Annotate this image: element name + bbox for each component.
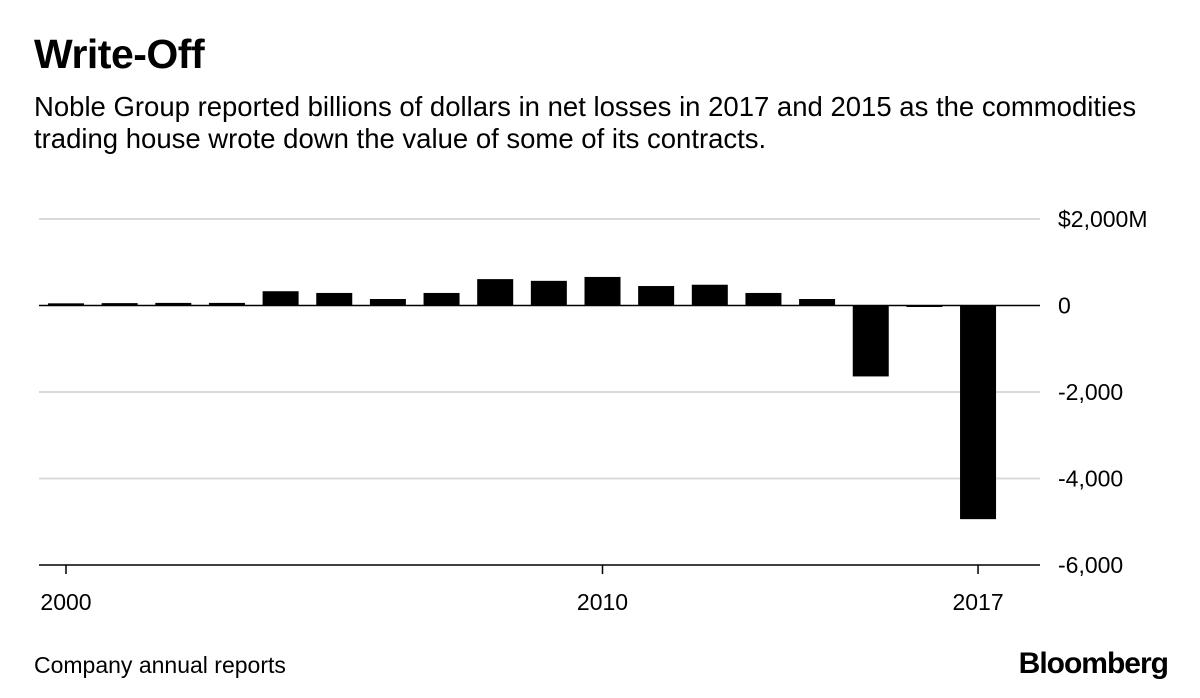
y-tick-label: $2,000M	[1058, 206, 1148, 232]
chart-title: Write-Off	[34, 31, 205, 77]
chart-subtitle: Noble Group reported billions of dollars…	[34, 91, 1137, 154]
bar-2002	[155, 302, 192, 306]
bar-2009	[530, 280, 567, 306]
bar-2017	[960, 305, 997, 520]
y-tick-labels: $2,000M 0 -2,000 -4,000 -6,000	[1058, 206, 1148, 578]
bar-2015	[852, 305, 889, 377]
bloomberg-logo: Bloomberg	[1018, 647, 1169, 680]
bar-2012	[691, 284, 728, 306]
source-note: Company annual reports	[34, 652, 286, 678]
bar-2004	[262, 291, 299, 306]
x-tick-label: 2017	[952, 589, 1003, 615]
bar-2001	[101, 303, 138, 306]
bar-2010	[584, 276, 621, 306]
x-tick-label: 2010	[577, 589, 628, 615]
y-tick-label: 0	[1058, 293, 1071, 319]
bars	[48, 276, 997, 520]
gridlines	[39, 218, 1040, 480]
bar-2005	[316, 292, 353, 306]
x-tick-label: 2000	[40, 589, 91, 615]
y-tick-label: -4,000	[1058, 466, 1123, 492]
x-tick-labels: 2000 2010 2017	[40, 589, 1003, 615]
bar-2014	[799, 299, 836, 306]
bar-2007	[423, 292, 460, 306]
y-tick-label: -2,000	[1058, 379, 1123, 405]
axes	[39, 304, 1040, 574]
bar-2008	[477, 279, 514, 306]
bar-2013	[745, 292, 782, 306]
bar-2011	[638, 286, 675, 306]
bar-2003	[208, 302, 245, 306]
bar-2006	[369, 299, 406, 306]
bar-2000	[48, 303, 84, 306]
y-tick-label: -6,000	[1058, 552, 1123, 578]
